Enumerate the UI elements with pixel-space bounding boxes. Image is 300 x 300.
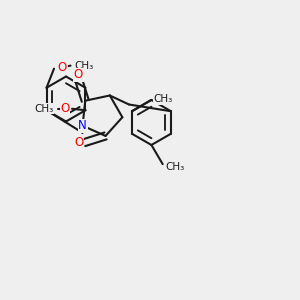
Text: CH₃: CH₃ — [74, 61, 93, 70]
Text: O: O — [61, 102, 70, 115]
Text: O: O — [74, 136, 83, 149]
Text: CH₃: CH₃ — [154, 94, 173, 104]
Text: CH₃: CH₃ — [165, 161, 184, 172]
Text: O: O — [74, 68, 83, 81]
Text: N: N — [78, 119, 87, 132]
Text: O: O — [58, 61, 67, 74]
Text: CH₃: CH₃ — [34, 104, 53, 114]
